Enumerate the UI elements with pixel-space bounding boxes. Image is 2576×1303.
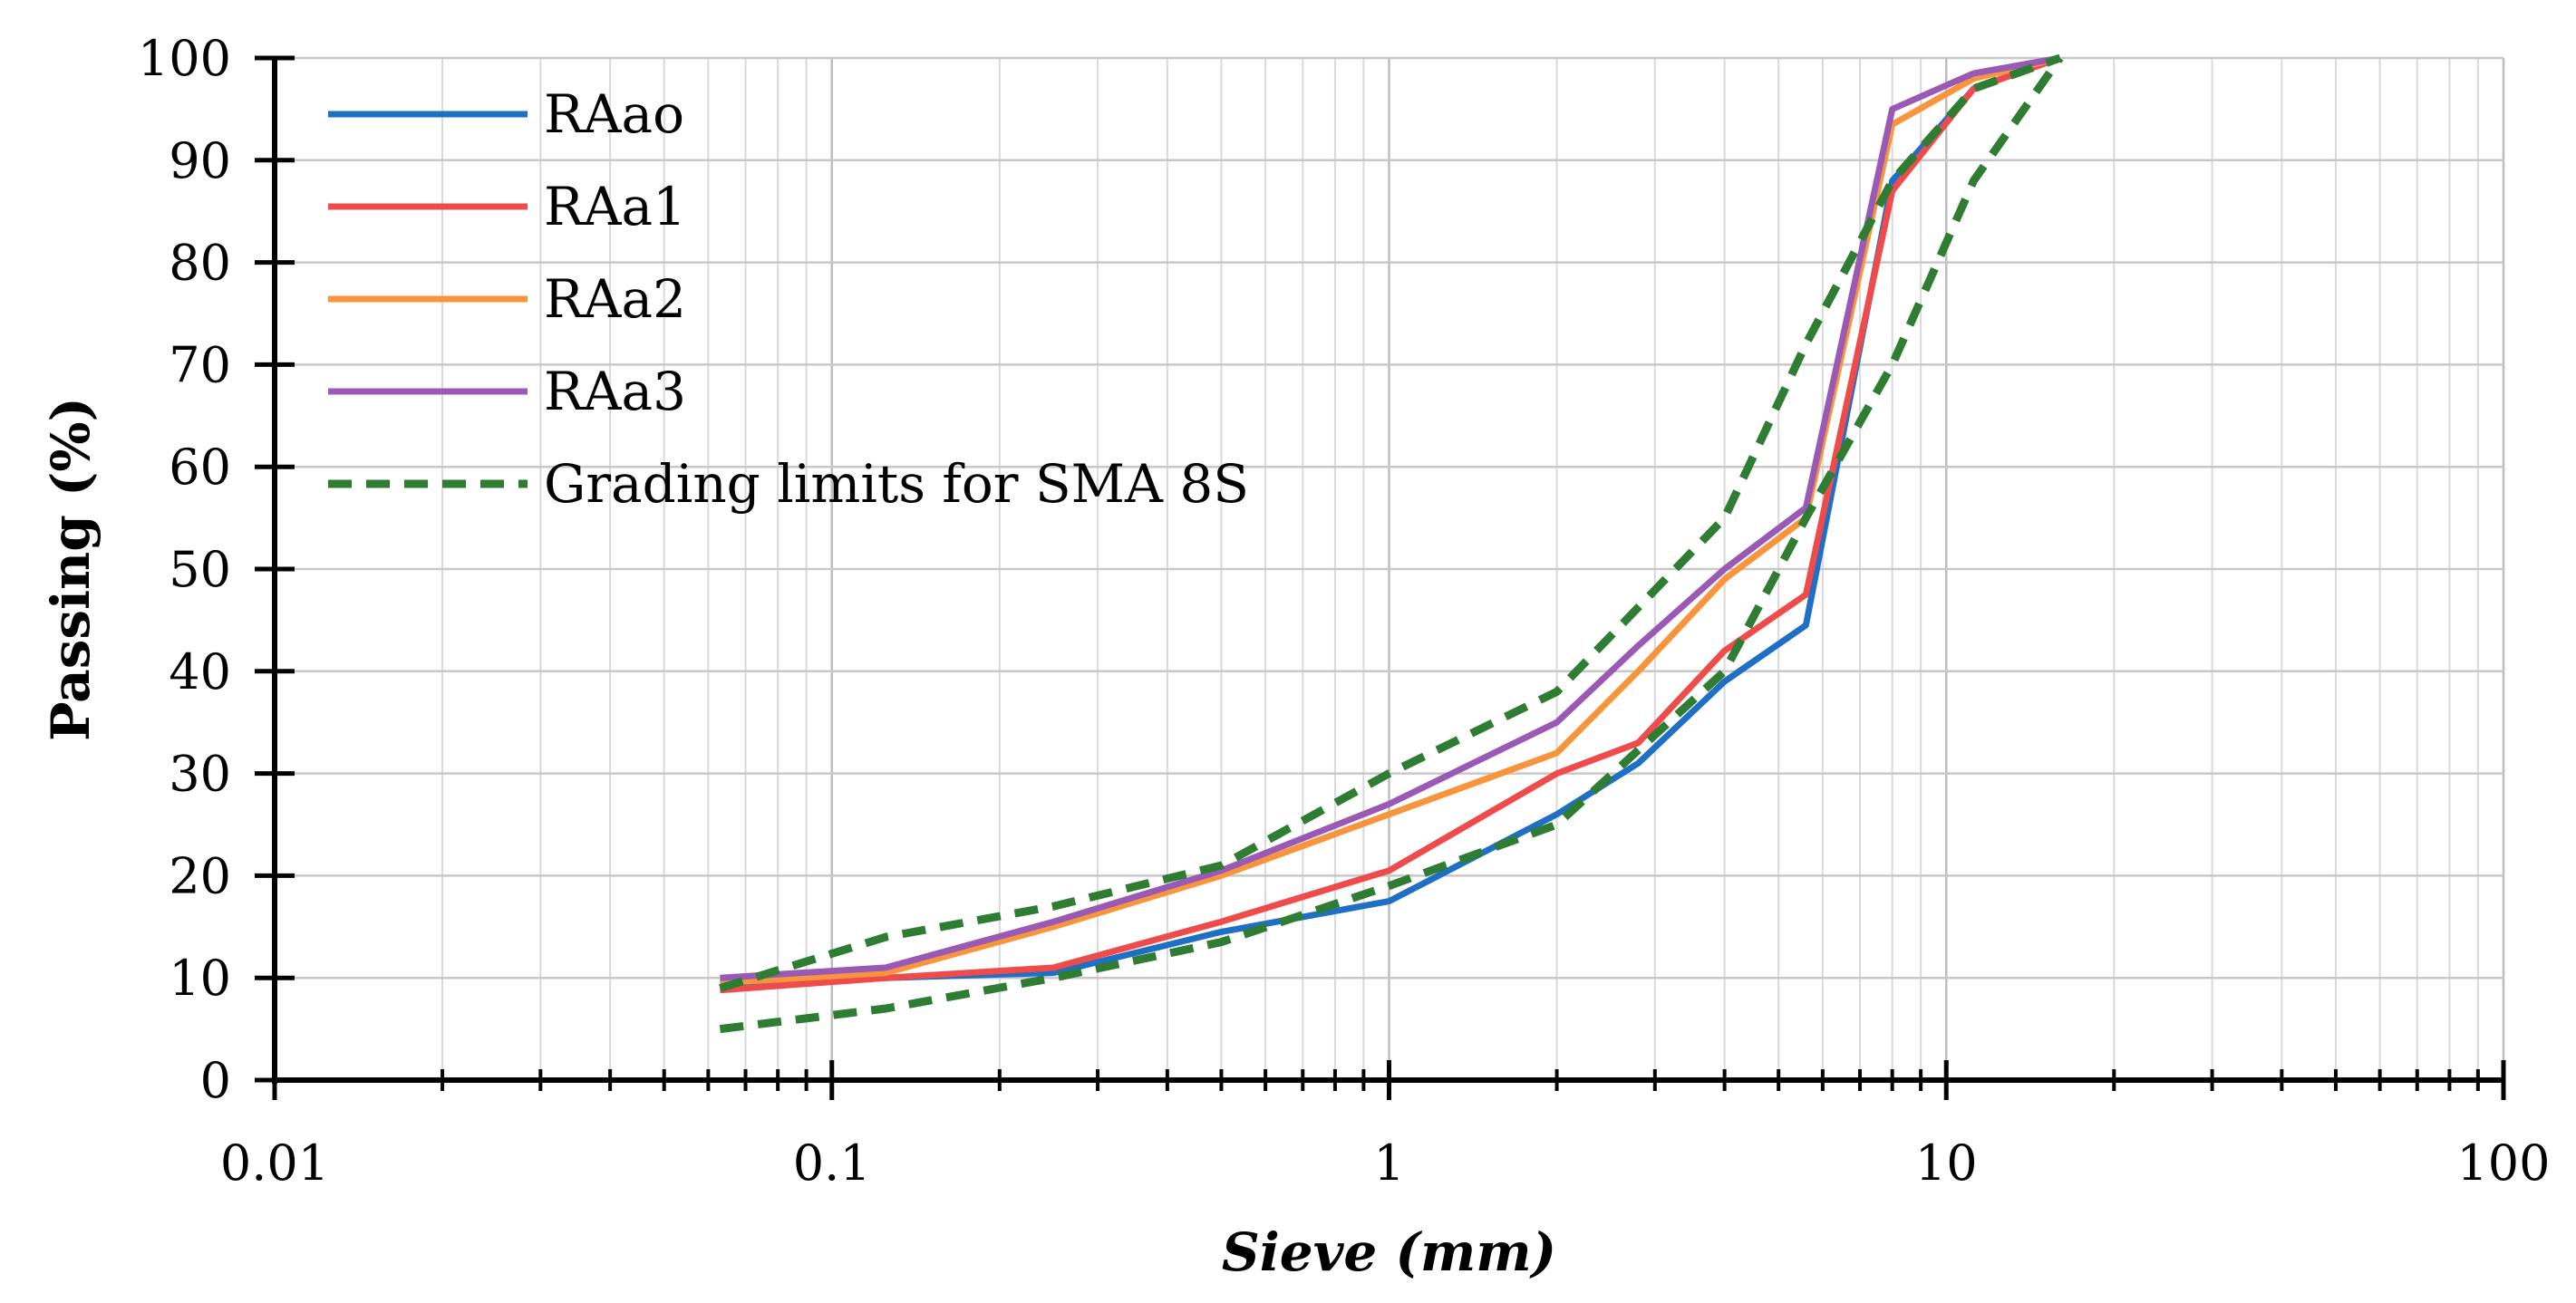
legend-label: RAa3 [544,361,686,422]
x-tick-label: 0.01 [220,1134,329,1192]
x-tick-label: 1 [1373,1134,1404,1192]
series-line-grading-limit-lower [719,55,2064,1034]
axes [255,55,2506,1100]
y-tick-label: 10 [169,950,231,1007]
series-line-grading-limits-for-sma-8s [719,53,2062,992]
legend-label: Grading limits for SMA 8S [544,453,1249,515]
series-line-raa3 [720,54,2061,981]
y-tick-label: 70 [169,336,231,393]
series-line-raa2 [720,54,2061,987]
data-series [719,53,2064,1034]
y-tick-label: 90 [169,132,231,189]
y-tick-label: 100 [138,30,231,87]
x-axis-title: Sieve (mm) [1222,1221,1556,1283]
x-tick-label: 100 [2456,1134,2550,1192]
y-tick-label: 0 [200,1052,231,1109]
y-tick-label: 80 [169,235,231,292]
legend: RAao RAa1 RAa2 RAa3 Grading limits for SMA 8… [328,83,1249,515]
x-tick-label: 10 [1915,1134,1978,1192]
legend-label: RAao [544,83,684,145]
y-tick-label: 60 [169,439,231,496]
y-tick-label: 40 [169,643,231,700]
y-tick-label: 50 [169,541,231,598]
series-line-raa1 [720,54,2061,994]
legend-label: RAa2 [544,268,686,330]
y-tick-label: 30 [169,746,231,803]
y-tick-label: 20 [169,847,231,904]
x-tick-label: 0.1 [793,1134,871,1192]
tick-labels: 0 10 20 30 40 50 60 70 80 90 100 0.01 0.1 1 10 100 [138,30,2551,1192]
legend-label: RAa1 [544,176,686,237]
y-axis-title: Passing (%) [40,397,102,741]
